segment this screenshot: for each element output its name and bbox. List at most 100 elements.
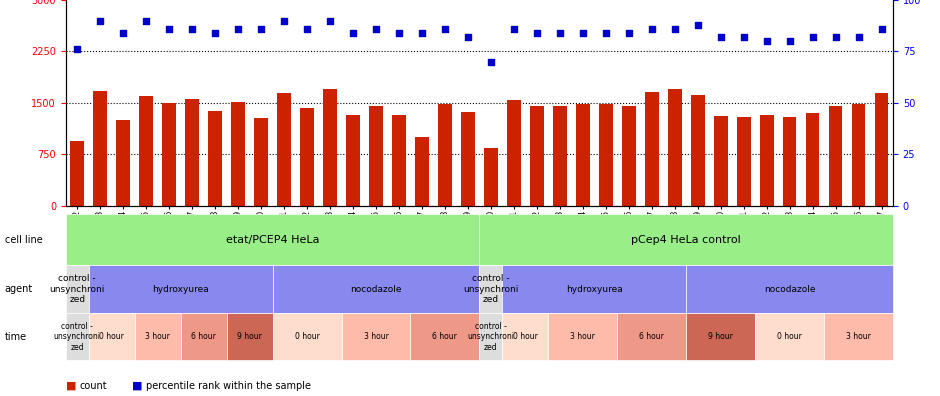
Text: 3 hour: 3 hour bbox=[571, 332, 595, 341]
Point bbox=[322, 17, 337, 24]
Bar bbox=[231, 102, 245, 206]
Text: ■: ■ bbox=[132, 381, 142, 391]
Bar bbox=[438, 104, 452, 206]
Point bbox=[828, 34, 843, 40]
Text: 3 hour: 3 hour bbox=[846, 332, 871, 341]
Bar bbox=[369, 106, 383, 206]
Point bbox=[184, 26, 199, 32]
Text: 0 hour: 0 hour bbox=[777, 332, 802, 341]
Bar bbox=[461, 112, 475, 206]
Text: nocodazole: nocodazole bbox=[764, 285, 815, 293]
Text: etat/PCEP4 HeLa: etat/PCEP4 HeLa bbox=[226, 234, 320, 245]
Point bbox=[553, 30, 568, 36]
Bar bbox=[829, 107, 842, 206]
Point bbox=[139, 17, 154, 24]
Point bbox=[736, 34, 751, 40]
Point bbox=[162, 26, 177, 32]
Point bbox=[208, 30, 223, 36]
Point bbox=[713, 34, 728, 40]
Point bbox=[507, 26, 522, 32]
Bar bbox=[392, 114, 406, 206]
Text: 0 hour: 0 hour bbox=[100, 332, 124, 341]
Bar bbox=[760, 115, 774, 206]
Bar bbox=[691, 95, 705, 206]
Bar bbox=[645, 92, 659, 206]
Point bbox=[667, 26, 682, 32]
Point bbox=[874, 26, 889, 32]
Point bbox=[690, 21, 705, 28]
Point bbox=[346, 30, 361, 36]
Point bbox=[93, 17, 108, 24]
Point bbox=[760, 38, 775, 44]
Text: 9 hour: 9 hour bbox=[708, 332, 733, 341]
Bar bbox=[576, 104, 589, 206]
Bar bbox=[852, 104, 866, 206]
Bar bbox=[209, 111, 222, 206]
Bar bbox=[415, 137, 429, 206]
Point bbox=[391, 30, 406, 36]
Bar bbox=[93, 91, 107, 206]
Point bbox=[851, 34, 866, 40]
Bar bbox=[484, 148, 498, 206]
Bar bbox=[553, 106, 567, 206]
Bar bbox=[806, 113, 820, 206]
Text: count: count bbox=[80, 381, 107, 391]
Point bbox=[368, 26, 384, 32]
Bar bbox=[300, 108, 314, 206]
Point bbox=[621, 30, 636, 36]
Bar bbox=[737, 117, 750, 206]
Text: hydroxyurea: hydroxyurea bbox=[152, 285, 209, 293]
Point bbox=[415, 30, 430, 36]
Bar bbox=[530, 107, 543, 206]
Text: 6 hour: 6 hour bbox=[191, 332, 216, 341]
Bar bbox=[507, 100, 521, 206]
Text: hydroxyurea: hydroxyurea bbox=[566, 285, 622, 293]
Text: 6 hour: 6 hour bbox=[639, 332, 665, 341]
Text: 9 hour: 9 hour bbox=[237, 332, 262, 341]
Text: control -
unsynchroni
zed: control - unsynchroni zed bbox=[467, 322, 514, 352]
Point bbox=[598, 30, 613, 36]
Text: pCep4 HeLa control: pCep4 HeLa control bbox=[632, 234, 741, 245]
Point bbox=[483, 59, 498, 65]
Point bbox=[437, 26, 452, 32]
Point bbox=[529, 30, 544, 36]
Text: time: time bbox=[5, 331, 27, 342]
Bar bbox=[783, 117, 796, 206]
Bar bbox=[713, 116, 728, 206]
Bar bbox=[254, 118, 268, 206]
Point bbox=[116, 30, 131, 36]
Text: ■: ■ bbox=[66, 381, 76, 391]
Text: control -
unsynchroni
zed: control - unsynchroni zed bbox=[54, 322, 101, 352]
Point bbox=[230, 26, 245, 32]
Text: 3 hour: 3 hour bbox=[364, 332, 388, 341]
Bar bbox=[346, 115, 360, 206]
Point bbox=[70, 46, 85, 53]
Text: nocodazole: nocodazole bbox=[351, 285, 401, 293]
Bar bbox=[599, 104, 613, 206]
Text: 6 hour: 6 hour bbox=[432, 332, 458, 341]
Bar bbox=[667, 89, 682, 206]
Point bbox=[575, 30, 590, 36]
Bar bbox=[163, 103, 176, 206]
Text: 0 hour: 0 hour bbox=[294, 332, 320, 341]
Bar bbox=[185, 99, 199, 206]
Point bbox=[276, 17, 291, 24]
Point bbox=[461, 34, 476, 40]
Point bbox=[805, 34, 820, 40]
Text: 0 hour: 0 hour bbox=[513, 332, 538, 341]
Bar bbox=[622, 106, 635, 206]
Point bbox=[782, 38, 797, 44]
Point bbox=[300, 26, 315, 32]
Text: agent: agent bbox=[5, 284, 33, 294]
Text: percentile rank within the sample: percentile rank within the sample bbox=[146, 381, 311, 391]
Bar bbox=[70, 141, 85, 206]
Bar bbox=[874, 93, 888, 206]
Point bbox=[644, 26, 659, 32]
Bar bbox=[117, 120, 130, 206]
Text: cell line: cell line bbox=[5, 234, 42, 245]
Bar bbox=[323, 89, 337, 206]
Text: control -
unsynchroni
zed: control - unsynchroni zed bbox=[50, 274, 105, 304]
Bar bbox=[139, 96, 153, 206]
Text: 3 hour: 3 hour bbox=[146, 332, 170, 341]
Bar bbox=[277, 93, 291, 206]
